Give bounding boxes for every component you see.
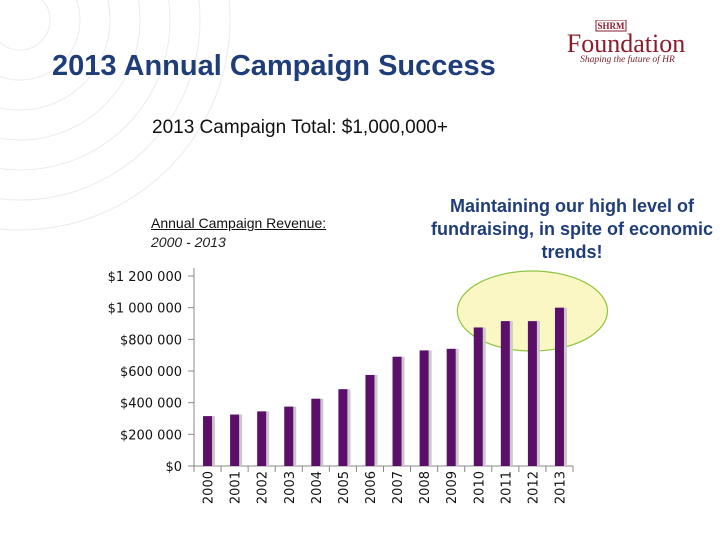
bar [311, 398, 321, 466]
bar [284, 406, 294, 466]
x-tick-label: 2000 [202, 471, 217, 504]
bar [392, 356, 402, 466]
chart-subtitle: 2000 - 2013 [151, 234, 226, 250]
bar [230, 414, 240, 466]
campaign-total: 2013 Campaign Total: $1,000,000+ [152, 117, 448, 138]
logo-tagline: Shaping the future of HR [580, 55, 675, 65]
y-tick-label: $800 000 [120, 333, 182, 348]
bar [419, 350, 429, 466]
y-tick-label: $600 000 [120, 365, 182, 380]
bar [500, 321, 510, 466]
x-tick-label: 2001 [229, 471, 244, 504]
x-tick-label: 2006 [364, 471, 379, 504]
shrm-foundation-logo: SHRM Foundation [567, 20, 685, 58]
x-tick-label: 2007 [391, 471, 406, 504]
bar [446, 348, 456, 466]
x-tick-label: 2010 [472, 471, 487, 504]
bar [203, 416, 213, 466]
slide-title: 2013 Annual Campaign Success [52, 50, 496, 82]
x-tick-label: 2009 [445, 471, 460, 504]
x-tick-label: 2005 [337, 471, 352, 504]
x-tick-label: 2012 [526, 471, 541, 504]
logo-mark: SHRM [598, 21, 626, 31]
y-tick-label: $1 000 000 [108, 302, 182, 317]
logo-text: Foundation [567, 29, 685, 58]
x-tick-label: 2011 [499, 471, 514, 504]
bar [365, 374, 375, 466]
x-tick-label: 2008 [418, 471, 433, 504]
bar [257, 411, 267, 466]
bar [338, 389, 348, 466]
y-tick-label: $0 [165, 460, 182, 475]
bar [554, 307, 564, 466]
x-tick-label: 2002 [256, 471, 271, 504]
x-tick-label: 2003 [283, 471, 298, 504]
bar [473, 327, 483, 466]
callout-text: Maintaining our high level of fundraisin… [430, 196, 714, 262]
y-tick-label: $400 000 [120, 397, 182, 412]
chart-title: Annual Campaign Revenue: [151, 215, 327, 231]
y-tick-label: $200 000 [120, 428, 182, 443]
x-tick-label: 2013 [553, 471, 568, 504]
x-tick-label: 2004 [310, 471, 325, 504]
y-tick-label: $1 200 000 [108, 270, 182, 285]
bar [527, 321, 537, 466]
